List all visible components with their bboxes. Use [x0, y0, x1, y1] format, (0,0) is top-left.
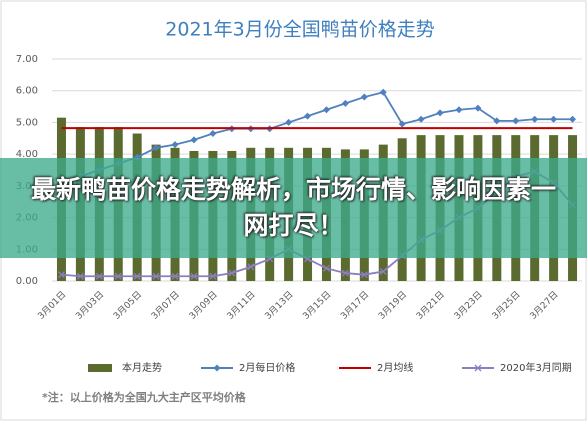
chart-title: 2021年3月份全国鸭苗价格走势 [165, 19, 434, 41]
y-tick-label: 4.00 [16, 149, 38, 160]
x-tick-label: 3月25日 [490, 289, 523, 322]
marker [247, 263, 255, 271]
marker [512, 117, 520, 125]
marker [228, 269, 236, 277]
marker [455, 106, 463, 114]
marker [171, 141, 179, 149]
marker [531, 115, 539, 123]
y-tick-label: 5.00 [16, 117, 38, 128]
legend-label: 2020年3月同期 [500, 361, 572, 374]
marker [493, 117, 501, 125]
x-tick-label: 3月19日 [376, 289, 409, 322]
marker [209, 130, 217, 138]
banner-text: 最新鸭苗价格走势解析，市场行情、影响因素一网打尽！ [30, 175, 556, 240]
marker [398, 120, 406, 128]
marker [95, 272, 103, 280]
marker [171, 272, 179, 280]
marker [550, 115, 558, 123]
marker [341, 269, 349, 277]
legend-label: 2月每日价格 [239, 361, 295, 374]
legend-marker [213, 364, 221, 372]
x-tick-label: 3月13日 [263, 289, 296, 322]
marker [190, 272, 198, 280]
legend-marker [474, 364, 482, 372]
y-tick-label: 6.00 [16, 86, 38, 97]
marker [152, 144, 160, 152]
x-tick-label: 3月21日 [414, 289, 447, 322]
x-tick-label: 3月01日 [36, 289, 69, 322]
marker [76, 272, 84, 280]
marker [360, 271, 368, 279]
marker [379, 88, 387, 96]
marker [569, 115, 577, 123]
marker [322, 106, 330, 114]
x-tick-label: 3月17日 [339, 289, 372, 322]
marker [474, 104, 482, 112]
legend-swatch [88, 364, 112, 372]
marker [133, 272, 141, 280]
x-tick-label: 3月07日 [149, 289, 182, 322]
marker [209, 272, 217, 280]
marker [285, 118, 293, 126]
line [61, 91, 573, 184]
marker [58, 271, 65, 279]
x-tick-label: 3月15日 [301, 289, 334, 322]
marker [190, 136, 198, 144]
x-tick-label: 3月03日 [74, 289, 107, 322]
x-tick-label: 3月09日 [187, 289, 220, 322]
y-tick-label: 7.00 [16, 54, 38, 65]
legend-label: 本月走势 [122, 361, 162, 374]
legend-label: 2月均线 [377, 361, 413, 374]
marker [379, 268, 387, 275]
marker [304, 112, 312, 120]
y-tick-label: 0.00 [16, 276, 38, 287]
note: *注：以上价格为全国九大主产区平均价格 [42, 390, 247, 404]
marker [152, 272, 160, 280]
marker [114, 272, 122, 280]
marker [360, 93, 368, 101]
x-tick-label: 3月11日 [225, 289, 258, 322]
x-tick-label: 3月27日 [528, 289, 561, 322]
marker [436, 109, 444, 117]
x-tick-label: 3月23日 [452, 289, 485, 322]
marker [341, 99, 349, 107]
marker [323, 264, 330, 272]
banner: 最新鸭苗价格走势解析，市场行情、影响因素一网打尽！ [0, 158, 587, 258]
marker [417, 115, 425, 123]
x-tick-label: 3月05日 [111, 289, 144, 322]
